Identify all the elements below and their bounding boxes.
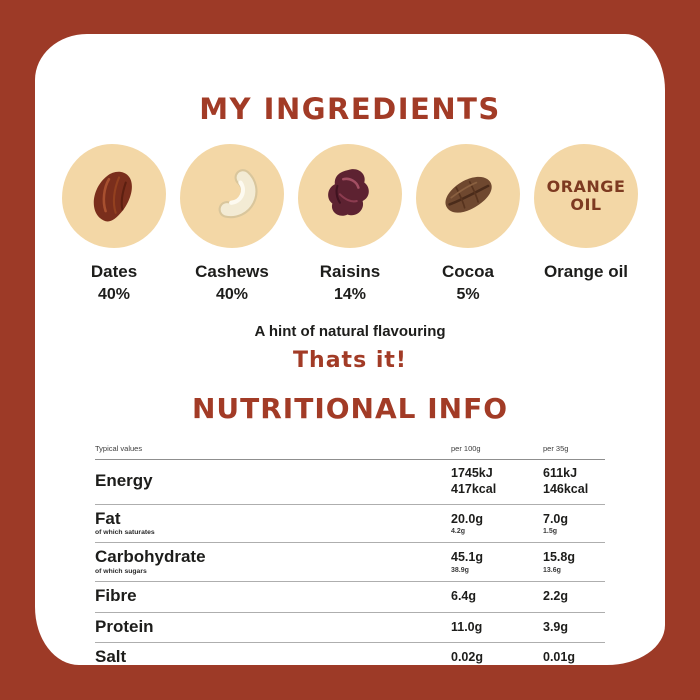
sub-value-per-100g: 38.9g [451, 566, 469, 574]
row-label: Carbohydrate [95, 547, 206, 567]
ingredient-badges: Dates 40% Cashews 40% [35, 144, 665, 304]
cashew-icon [218, 169, 258, 219]
nutrition-table-header: Typical values per 100g per 35g [95, 444, 605, 460]
nutrition-row-energy: Energy 1745kJ 417kcal 611kJ 146kcal [95, 460, 605, 505]
cocoa-badge [416, 144, 520, 248]
value-per-35g: 0.01g [543, 650, 575, 665]
tagline: Thats it! [293, 348, 407, 373]
nutrition-title: Nutritional Info [191, 392, 509, 425]
ingredient-raisins: Raisins 14% [298, 144, 402, 304]
row-label: Fat [95, 508, 121, 528]
row-sub-label: of which sugars [95, 567, 147, 575]
header-per-35g: per 35g [543, 444, 569, 453]
value-per-100g: 6.4g [451, 589, 477, 604]
header-typical-values: Typical values [95, 444, 143, 453]
nutrition-row-fibre: Fibre 6.4g 2.2g [95, 582, 605, 613]
nutrition-table: Typical values per 100g per 35g Energy 1… [95, 444, 605, 673]
ingredient-name: Dates [90, 262, 138, 281]
value-per-100g: 11.0g [451, 619, 483, 634]
row-label: Fibre [95, 585, 137, 605]
value-per-35g: 7.0g [543, 511, 569, 526]
label-card: My Ingredients Dates 40% [35, 34, 665, 666]
value-per-35g: 2.2g [543, 589, 569, 604]
orange-oil-badge: Orange Oil [534, 144, 638, 248]
ingredient-name: Raisins [319, 262, 381, 281]
nutrition-row-salt: Salt 0.02g 0.01g [95, 643, 605, 673]
value-per-100g: 0.02g [451, 650, 483, 665]
nutrition-row-carbohydrate: Carbohydrate of which sugars 45.1g 38.9g… [95, 543, 605, 582]
value-per-35g: 611kJ 146kcal [543, 466, 589, 497]
nutrition-row-protein: Protein 11.0g 3.9g [95, 613, 605, 644]
ingredient-name: Cocoa [442, 262, 494, 281]
ingredient-dates: Dates 40% [62, 144, 166, 304]
raisins-badge [298, 144, 402, 248]
sub-value-per-35g: 1.5g [543, 527, 558, 535]
cocoa-bean-icon [445, 176, 492, 213]
orange-oil-badge-text: Orange Oil [546, 176, 626, 214]
value-per-35g: 3.9g [543, 619, 569, 634]
raisin-icon [328, 169, 369, 216]
ingredient-percent: 14% [333, 286, 367, 303]
value-per-100g: 1745kJ 417kcal [451, 466, 497, 497]
row-sub-label: of which saturates [95, 529, 155, 537]
ingredient-cashews: Cashews 40% [180, 144, 284, 304]
ingredient-name: Orange oil [543, 262, 629, 281]
ingredient-percent: 5% [456, 286, 480, 303]
value-per-100g: 20.0g [451, 511, 483, 526]
flavouring-note: A hint of natural flavouring [254, 323, 446, 340]
ingredient-percent: 40% [97, 286, 131, 303]
row-label: Energy [95, 470, 153, 490]
ingredient-name: Cashews [195, 262, 269, 281]
row-label: Salt [95, 647, 127, 667]
ingredient-cocoa: Cocoa 5% [416, 144, 520, 304]
header-per-100g: per 100g [451, 444, 481, 453]
ingredients-title: My Ingredients [199, 92, 501, 126]
date-icon [93, 171, 132, 222]
ingredient-percent: 40% [215, 286, 249, 303]
sub-value-per-100g: 4.2g [451, 527, 466, 535]
dates-badge [62, 144, 166, 248]
row-label: Protein [95, 616, 154, 636]
value-per-100g: 45.1g [451, 550, 483, 565]
nutrition-row-fat: Fat of which saturates 20.0g 4.2g 7.0g 1… [95, 505, 605, 544]
sub-value-per-35g: 13.6g [543, 566, 561, 574]
value-per-35g: 15.8g [543, 550, 575, 565]
ingredient-orange-oil: Orange Oil Orange oil [534, 144, 638, 304]
cashews-badge [180, 144, 284, 248]
